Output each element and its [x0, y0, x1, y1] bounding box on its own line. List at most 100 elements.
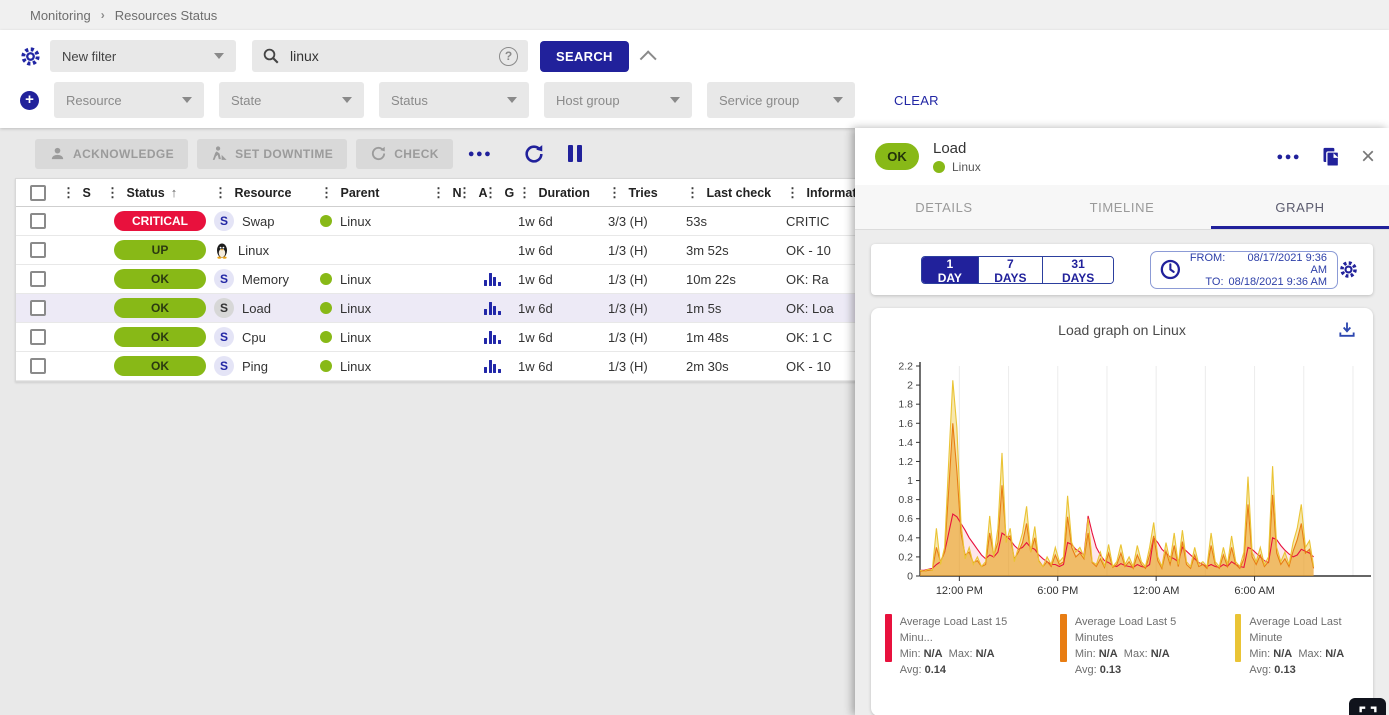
- column-header-last-check[interactable]: ⋮ Last check: [686, 186, 786, 200]
- panel-tabs: DETAILS TIMELINE GRAPH: [855, 185, 1389, 230]
- saved-filter-select[interactable]: New filter: [50, 40, 236, 72]
- column-header-status[interactable]: ⋮ Status↑: [106, 185, 214, 200]
- parent-name[interactable]: Linux: [340, 359, 371, 374]
- legend-color-bar: [1060, 614, 1067, 662]
- status-filter-select[interactable]: Status: [379, 82, 529, 118]
- row-checkbox[interactable]: [30, 271, 46, 287]
- svg-text:2: 2: [907, 380, 913, 392]
- resource-name[interactable]: Linux: [238, 243, 269, 258]
- copy-link-button[interactable]: [1321, 146, 1341, 168]
- range-1-day-button[interactable]: 1 DAY: [922, 257, 978, 283]
- parent-name[interactable]: Linux: [340, 301, 371, 316]
- row-checkbox[interactable]: [30, 358, 46, 374]
- graph-available-icon[interactable]: [484, 360, 518, 373]
- legend-color-bar: [1235, 614, 1242, 662]
- check-button[interactable]: CHECK: [356, 139, 453, 169]
- range-31-days-button[interactable]: 31 DAYS: [1042, 257, 1113, 283]
- service-group-filter-select[interactable]: Service group: [707, 82, 855, 118]
- tab-graph[interactable]: GRAPH: [1211, 185, 1389, 229]
- parent-name[interactable]: Linux: [340, 214, 371, 229]
- more-actions-button[interactable]: ●●●: [468, 148, 492, 160]
- row-checkbox[interactable]: [30, 213, 46, 229]
- panel-header: OK Load Linux ●●● ×: [855, 128, 1389, 185]
- legend-item[interactable]: Average Load Last 15 Minu...Min: N/A Max…: [885, 614, 1038, 678]
- parent-status-dot-icon: [320, 215, 332, 227]
- close-panel-button[interactable]: ×: [1361, 147, 1375, 167]
- panel-parent[interactable]: Linux: [952, 160, 981, 174]
- status-badge: OK: [114, 356, 206, 376]
- resource-name[interactable]: Cpu: [242, 330, 266, 345]
- chevron-down-icon: [670, 97, 680, 103]
- range-7-days-button[interactable]: 7 DAYS: [978, 257, 1042, 283]
- to-label: TO:: [1205, 276, 1223, 288]
- sort-asc-icon: ↑: [171, 185, 178, 200]
- column-header-parent[interactable]: ⋮ Parent: [320, 186, 432, 200]
- resource-name[interactable]: Load: [242, 301, 271, 316]
- acknowledge-button[interactable]: ACKNOWLEDGE: [35, 139, 188, 169]
- set-downtime-button[interactable]: SET DOWNTIME: [197, 139, 347, 169]
- duration-cell: 1w 6d: [518, 330, 608, 345]
- legend-item[interactable]: Average Load Last MinuteMin: N/A Max: N/…: [1235, 614, 1373, 678]
- breadcrumb-resources-status[interactable]: Resources Status: [115, 8, 218, 23]
- time-range-group: 1 DAY 7 DAYS 31 DAYS: [921, 256, 1114, 284]
- clear-filters-link[interactable]: CLEAR: [894, 93, 939, 108]
- details-panel: OK Load Linux ●●● × DETAILS TIMELINE GRA…: [855, 128, 1389, 715]
- column-header-a[interactable]: ⋮ A: [458, 186, 484, 200]
- column-header-s[interactable]: ⋮ S: [62, 186, 106, 200]
- graph-available-icon[interactable]: [484, 273, 518, 286]
- column-header-tries[interactable]: ⋮ Tries: [608, 186, 686, 200]
- breadcrumb-monitoring[interactable]: Monitoring: [30, 8, 91, 23]
- svg-text:1.8: 1.8: [898, 399, 913, 411]
- tries-cell: 1/3 (H): [608, 301, 686, 316]
- column-header-n[interactable]: ⋮ N: [432, 186, 458, 200]
- refresh-button[interactable]: [523, 143, 545, 165]
- duration-cell: 1w 6d: [518, 301, 608, 316]
- service-type-icon: S: [214, 269, 234, 289]
- search-box[interactable]: ?: [252, 40, 528, 72]
- resource-name[interactable]: Memory: [242, 272, 289, 287]
- row-checkbox[interactable]: [30, 329, 46, 345]
- search-input[interactable]: [290, 48, 499, 64]
- select-all-checkbox[interactable]: [30, 185, 46, 201]
- resource-name[interactable]: Ping: [242, 359, 268, 374]
- parent-name[interactable]: Linux: [340, 330, 371, 345]
- resource-filter-select[interactable]: Resource: [54, 82, 204, 118]
- svg-text:6:00 AM: 6:00 AM: [1234, 585, 1274, 597]
- custom-period-picker[interactable]: FROM:08/17/2021 9:36 AM TO:08/18/2021 9:…: [1150, 251, 1338, 289]
- legend-item[interactable]: Average Load Last 5 MinutesMin: N/A Max:…: [1060, 614, 1213, 678]
- tab-timeline[interactable]: TIMELINE: [1033, 185, 1211, 229]
- add-filter-button[interactable]: +: [20, 91, 39, 110]
- graph-settings-gear-icon[interactable]: [1338, 259, 1359, 280]
- panel-title: Load: [933, 140, 1277, 157]
- resource-name[interactable]: Swap: [242, 214, 275, 229]
- host-group-filter-select[interactable]: Host group: [544, 82, 692, 118]
- state-filter-select[interactable]: State: [219, 82, 364, 118]
- from-value: 08/17/2021 9:36 AM: [1230, 252, 1327, 276]
- breadcrumb: Monitoring › Resources Status: [0, 0, 1389, 30]
- chart-legend: Average Load Last 15 Minu...Min: N/A Max…: [871, 610, 1373, 678]
- last-check-cell: 1m 48s: [686, 330, 786, 345]
- graph-available-icon[interactable]: [484, 331, 518, 344]
- search-button[interactable]: SEARCH: [540, 41, 629, 72]
- pause-button[interactable]: [568, 145, 582, 162]
- column-header-resource[interactable]: ⋮ Resource: [214, 186, 320, 200]
- filter-settings-gear-icon[interactable]: [10, 45, 50, 68]
- column-header-duration[interactable]: ⋮ Duration: [518, 186, 608, 200]
- duration-cell: 1w 6d: [518, 359, 608, 374]
- parent-name[interactable]: Linux: [340, 272, 371, 287]
- export-graph-button[interactable]: [1337, 320, 1357, 340]
- column-header-g[interactable]: ⋮ G: [484, 186, 518, 200]
- search-help-icon[interactable]: ?: [499, 47, 518, 66]
- search-icon: [262, 47, 280, 65]
- service-type-icon: S: [214, 211, 234, 231]
- graph-available-icon[interactable]: [484, 302, 518, 315]
- row-checkbox[interactable]: [30, 242, 46, 258]
- row-checkbox[interactable]: [30, 300, 46, 316]
- tab-details[interactable]: DETAILS: [855, 185, 1033, 229]
- service-type-icon: S: [214, 298, 234, 318]
- panel-more-actions-button[interactable]: ●●●: [1277, 151, 1301, 163]
- collapse-filters-chevron-icon[interactable]: [639, 50, 656, 67]
- tries-cell: 1/3 (H): [608, 330, 686, 345]
- load-chart[interactable]: 00.20.40.60.811.21.41.61.822.212:00 PM6:…: [871, 352, 1373, 610]
- fullscreen-button[interactable]: [1349, 698, 1386, 715]
